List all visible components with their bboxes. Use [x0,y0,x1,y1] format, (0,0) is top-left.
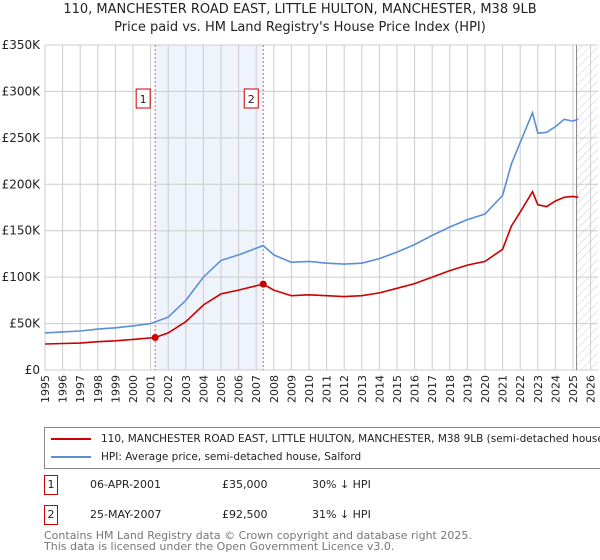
x-tick-label: 2004 [197,375,210,403]
legend-swatch-hpi [51,456,91,458]
x-tick-label: 2007 [250,375,263,403]
x-tick-label: 2024 [549,375,562,403]
x-tick-label: 2012 [338,375,351,403]
sale-label-box [243,88,259,109]
sale-price: £35,000 [222,478,268,491]
x-tick-label: 2013 [356,375,369,403]
footer-licence: This data is licensed under the Open Gov… [44,540,395,553]
x-tick-label: 1997 [74,375,87,403]
x-tick-label: 2015 [391,375,404,403]
y-tick-label: £350K [2,38,42,52]
price-chart: 1995 1996 1997 1998 1999 2000 2001 2002 2003 2004… [2,38,598,403]
x-tick-label: 2021 [497,375,510,403]
y-tick-label: £50K [9,317,41,331]
sale-label: 1 [140,93,147,106]
sale-label: 2 [248,93,255,106]
x-tick-label: 2016 [409,375,422,403]
y-tick-label: £100K [2,270,42,284]
x-tick-label: 2018 [444,375,457,403]
footer: Contains HM Land Registry data © Crown c… [44,530,472,552]
legend-item-hpi: HPI: Average price, semi-detached house,… [45,448,361,466]
x-tick-label: 2017 [426,375,439,403]
sale-date: 06-APR-2001 [90,478,162,491]
legend-label-property: 110, MANCHESTER ROAD EAST, LITTLE HULTON… [101,433,600,445]
y-tick-label: £0 [25,363,40,377]
sale-hpi-delta: 30% ↓ HPI [312,478,371,491]
property-series-line [44,189,579,345]
x-tick-label: 2008 [268,375,281,403]
y-tick-label: £150K [2,224,42,238]
hpi-series-line [44,110,579,334]
x-tick-label: 2009 [285,375,298,403]
x-tick-label: 2010 [303,375,316,403]
sale-point [259,280,267,288]
sale-price: £92,500 [222,508,268,521]
x-tick-label: 2002 [162,375,175,403]
x-tick-label: 1996 [57,375,70,403]
x-tick-label: 2020 [479,375,492,403]
x-tick-label: 1995 [39,375,52,403]
x-tick-label: 2019 [461,375,474,403]
legend-swatch-property [51,438,91,440]
y-tick-label: £300K [2,84,42,98]
chart-title: 110, MANCHESTER ROAD EAST, LITTLE HULTON… [63,2,537,17]
x-tick-label: 2001 [145,375,158,403]
sale-point [151,334,159,341]
x-tick-label: 2022 [514,375,527,403]
sale-label-box [135,88,151,109]
y-tick-label: £200K [2,177,42,191]
x-tick-label: 1998 [92,375,105,403]
sale-date: 25-MAY-2007 [90,508,162,521]
sale-row: 2 25-MAY-2007 £92,500 31% ↓ HPI [44,505,600,525]
x-tick-label: 2005 [215,375,228,403]
x-tick-label: 1999 [109,375,122,403]
footer-copyright: Contains HM Land Registry data © Crown c… [44,529,472,542]
legend-label-hpi: HPI: Average price, semi-detached house,… [101,451,362,463]
y-tick-label: £250K [2,131,42,145]
x-tick-label: 2026 [585,375,598,403]
legend: 110, MANCHESTER ROAD EAST, LITTLE HULTON… [44,427,600,469]
x-tick-label: 2023 [532,375,545,403]
sale-row: 1 06-APR-2001 £35,000 30% ↓ HPI [44,475,600,495]
x-tick-label: 2000 [127,375,140,403]
x-tick-label: 2025 [567,375,580,403]
x-tick-label: 2003 [180,375,193,403]
forecast-hatch [576,45,598,370]
x-tick-label: 2014 [373,375,386,403]
x-tick-label: 2011 [321,375,334,403]
legend-item-property: 110, MANCHESTER ROAD EAST, LITTLE HULTON… [45,430,600,448]
sale-hpi-delta: 31% ↓ HPI [312,508,371,521]
sale-badge: 2 [44,505,58,525]
x-tick-label: 2006 [233,375,246,403]
chart-subtitle: Price paid vs. HM Land Registry's House … [114,20,486,35]
sale-badge: 1 [44,475,58,495]
